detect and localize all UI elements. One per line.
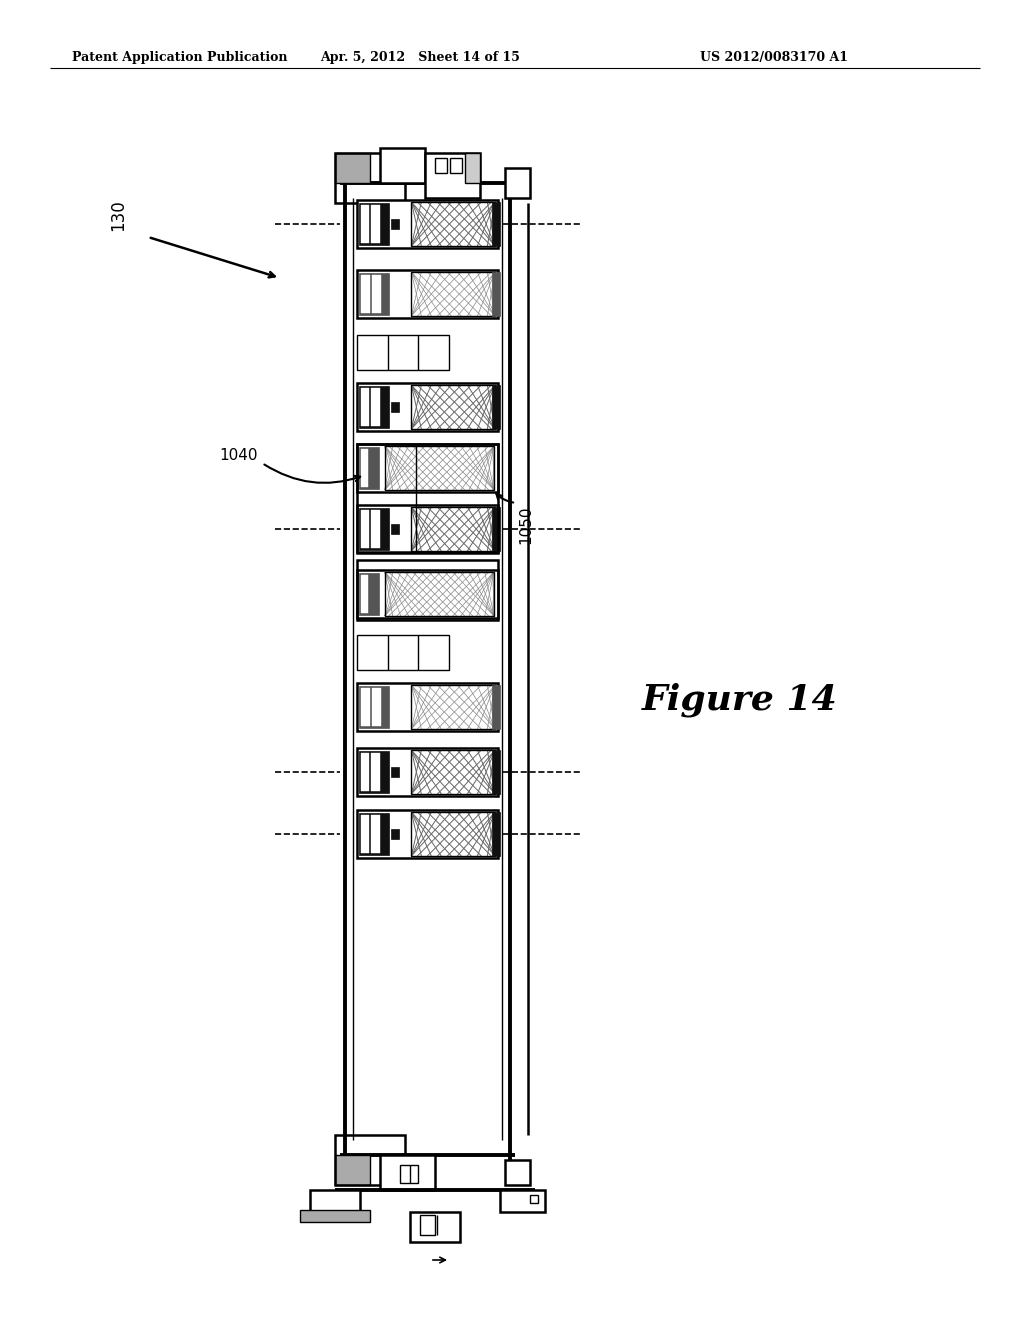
Bar xyxy=(357,748,498,796)
Bar xyxy=(412,685,495,729)
Bar xyxy=(410,1212,460,1242)
Bar xyxy=(412,750,495,795)
Bar xyxy=(505,1160,530,1185)
Bar xyxy=(357,201,498,248)
Bar xyxy=(380,1155,435,1191)
Text: 1040: 1040 xyxy=(219,447,258,462)
Bar xyxy=(500,1191,545,1212)
Text: 1050: 1050 xyxy=(518,506,534,544)
Bar xyxy=(373,688,381,726)
Bar xyxy=(335,153,370,183)
Bar xyxy=(400,1166,418,1183)
Bar xyxy=(357,444,498,552)
Bar xyxy=(359,203,389,246)
Bar xyxy=(357,444,498,492)
Bar xyxy=(359,273,389,315)
Bar xyxy=(492,272,500,315)
Bar xyxy=(361,205,370,243)
Bar xyxy=(357,682,498,731)
Bar xyxy=(530,1195,538,1203)
Bar xyxy=(361,388,370,426)
Text: Apr. 5, 2012   Sheet 14 of 15: Apr. 5, 2012 Sheet 14 of 15 xyxy=(321,50,520,63)
Bar xyxy=(359,813,389,855)
Bar xyxy=(505,168,530,198)
Bar xyxy=(359,751,389,793)
Bar xyxy=(372,814,380,853)
Bar xyxy=(380,148,425,183)
Bar xyxy=(361,688,370,726)
Text: Figure 14: Figure 14 xyxy=(642,682,838,717)
Bar xyxy=(300,1210,370,1222)
Bar xyxy=(435,158,447,173)
Bar xyxy=(492,685,500,729)
Bar xyxy=(361,275,370,313)
Bar xyxy=(361,752,370,791)
Bar xyxy=(372,205,380,243)
Bar xyxy=(420,1214,435,1236)
Bar xyxy=(412,202,495,246)
Text: 130: 130 xyxy=(109,199,127,231)
Bar xyxy=(357,335,449,370)
Bar xyxy=(465,153,480,183)
Bar xyxy=(492,202,500,246)
Bar xyxy=(357,383,498,432)
Bar xyxy=(385,446,494,490)
Bar xyxy=(412,812,495,855)
Bar xyxy=(492,812,500,855)
Bar xyxy=(335,1135,406,1185)
Bar xyxy=(492,507,500,550)
Bar xyxy=(361,576,368,612)
Bar xyxy=(359,686,389,729)
Bar xyxy=(412,272,495,315)
Bar xyxy=(390,767,398,777)
Bar xyxy=(357,810,498,858)
Bar xyxy=(361,510,370,548)
Bar xyxy=(412,385,495,429)
Bar xyxy=(425,153,480,198)
Bar xyxy=(390,829,398,840)
Bar xyxy=(357,560,498,620)
Bar xyxy=(385,572,494,616)
Bar xyxy=(335,1155,370,1185)
Bar xyxy=(373,275,381,313)
Bar xyxy=(372,752,380,791)
Bar xyxy=(492,750,500,795)
Bar xyxy=(372,388,380,426)
Bar xyxy=(310,1191,360,1212)
Bar xyxy=(492,385,500,429)
Text: Patent Application Publication: Patent Application Publication xyxy=(72,50,288,63)
Bar xyxy=(450,158,462,173)
Bar xyxy=(357,635,449,671)
Bar xyxy=(335,153,406,203)
Bar xyxy=(357,271,498,318)
Text: US 2012/0083170 A1: US 2012/0083170 A1 xyxy=(700,50,848,63)
Bar xyxy=(359,385,389,428)
Bar xyxy=(390,403,398,412)
Bar xyxy=(359,447,379,488)
Bar xyxy=(359,508,389,550)
Bar xyxy=(412,507,495,550)
Bar xyxy=(357,570,498,618)
Bar xyxy=(359,573,379,615)
Bar xyxy=(361,449,368,487)
Bar xyxy=(372,510,380,548)
Bar xyxy=(390,219,398,228)
Bar xyxy=(357,506,498,553)
Bar xyxy=(390,524,398,535)
Bar xyxy=(361,814,370,853)
